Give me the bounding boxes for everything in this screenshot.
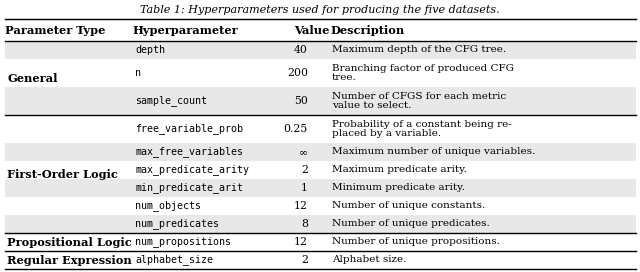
Text: Minimum predicate arity.: Minimum predicate arity.	[332, 184, 465, 193]
Text: 0.25: 0.25	[284, 124, 308, 134]
Text: placed by a variable.: placed by a variable.	[332, 129, 441, 138]
Bar	[5, 179, 636, 197]
Text: max_predicate_arity: max_predicate_arity	[135, 165, 249, 175]
Text: value to select.: value to select.	[332, 101, 412, 110]
Text: sample_count: sample_count	[135, 95, 207, 106]
Text: Number of unique propositions.: Number of unique propositions.	[332, 237, 500, 246]
Text: alphabet_size: alphabet_size	[135, 255, 213, 265]
Bar	[5, 59, 636, 87]
Text: Number of unique constants.: Number of unique constants.	[332, 202, 485, 211]
Text: Branching factor of produced CFG: Branching factor of produced CFG	[332, 64, 514, 73]
Bar	[5, 251, 636, 269]
Text: free_variable_prob: free_variable_prob	[135, 123, 243, 134]
Text: General: General	[7, 73, 58, 84]
Text: 2: 2	[301, 255, 308, 265]
Text: Maximum predicate arity.: Maximum predicate arity.	[332, 165, 467, 175]
Text: ∞: ∞	[299, 147, 308, 157]
Text: Maximum number of unique variables.: Maximum number of unique variables.	[332, 147, 535, 156]
Bar	[5, 41, 636, 59]
Text: Maximum depth of the CFG tree.: Maximum depth of the CFG tree.	[332, 45, 506, 54]
Text: 12: 12	[294, 237, 308, 247]
Text: 200: 200	[287, 68, 308, 78]
Text: max_free_variables: max_free_variables	[135, 147, 243, 157]
Bar	[5, 87, 636, 115]
Text: First-Order Logic: First-Order Logic	[7, 168, 118, 180]
Text: Alphabet size.: Alphabet size.	[332, 255, 406, 264]
Text: 12: 12	[294, 201, 308, 211]
Bar	[5, 161, 636, 179]
Bar	[5, 197, 636, 215]
Text: num_objects: num_objects	[135, 200, 201, 211]
Text: 8: 8	[301, 219, 308, 229]
Bar	[5, 115, 636, 143]
Text: Table 1: Hyperparameters used for producing the five datasets.: Table 1: Hyperparameters used for produc…	[140, 5, 500, 15]
Bar	[5, 19, 636, 41]
Text: Hyperparameter: Hyperparameter	[132, 24, 237, 36]
Text: Probability of a constant being re-: Probability of a constant being re-	[332, 120, 512, 129]
Text: min_predicate_arit: min_predicate_arit	[135, 183, 243, 193]
Text: n: n	[135, 68, 141, 78]
Text: num_predicates: num_predicates	[135, 218, 219, 230]
Bar	[5, 215, 636, 233]
Text: 1: 1	[301, 183, 308, 193]
Text: Description: Description	[330, 24, 404, 36]
Text: 50: 50	[294, 96, 308, 106]
Bar	[5, 233, 636, 251]
Text: num_propositions: num_propositions	[135, 237, 231, 248]
Text: Number of unique predicates.: Number of unique predicates.	[332, 220, 490, 228]
Text: tree.: tree.	[332, 73, 356, 82]
Text: Parameter Type: Parameter Type	[5, 24, 106, 36]
Text: 2: 2	[301, 165, 308, 175]
Text: depth: depth	[135, 45, 165, 55]
Text: Regular Expression: Regular Expression	[7, 255, 132, 265]
Text: Propositional Logic: Propositional Logic	[7, 236, 132, 248]
Text: 40: 40	[294, 45, 308, 55]
Text: Value: Value	[294, 24, 330, 36]
Text: Number of CFGS for each metric: Number of CFGS for each metric	[332, 92, 506, 101]
Bar	[5, 143, 636, 161]
